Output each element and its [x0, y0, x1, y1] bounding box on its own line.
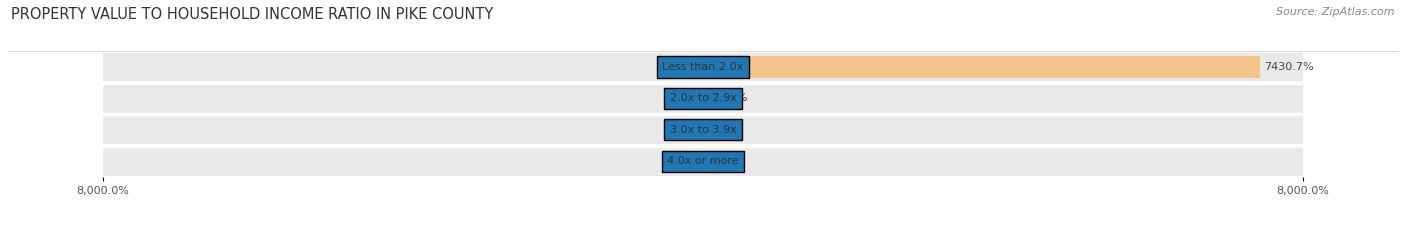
Bar [703, 56, 1260, 78]
Bar [103, 84, 703, 113]
Bar [699, 56, 703, 78]
Legend: Without Mortgage, With Mortgage: Without Mortgage, With Mortgage [582, 230, 824, 233]
Text: 5.2%: 5.2% [671, 125, 699, 135]
Bar [703, 52, 1303, 82]
Text: 16.1%: 16.1% [662, 93, 697, 103]
Bar [103, 147, 703, 176]
Bar [703, 88, 707, 109]
Text: 7430.7%: 7430.7% [1264, 62, 1315, 72]
Text: 4.0x or more: 4.0x or more [668, 156, 738, 166]
Text: Less than 2.0x: Less than 2.0x [662, 62, 744, 72]
Text: 11.7%: 11.7% [709, 156, 744, 166]
Text: 3.0x to 3.9x: 3.0x to 3.9x [669, 125, 737, 135]
Text: 23.1%: 23.1% [662, 156, 697, 166]
Text: 2.0x to 2.9x: 2.0x to 2.9x [669, 93, 737, 103]
Text: 55.1%: 55.1% [659, 62, 695, 72]
Bar [703, 115, 1303, 144]
Bar [703, 147, 1303, 176]
Text: PROPERTY VALUE TO HOUSEHOLD INCOME RATIO IN PIKE COUNTY: PROPERTY VALUE TO HOUSEHOLD INCOME RATIO… [11, 7, 494, 22]
Text: 15.7%: 15.7% [709, 125, 744, 135]
Bar [103, 52, 703, 82]
Text: 62.7%: 62.7% [711, 93, 748, 103]
Bar [103, 115, 703, 144]
Bar [702, 151, 703, 172]
Text: Source: ZipAtlas.com: Source: ZipAtlas.com [1277, 7, 1395, 17]
Bar [703, 84, 1303, 113]
